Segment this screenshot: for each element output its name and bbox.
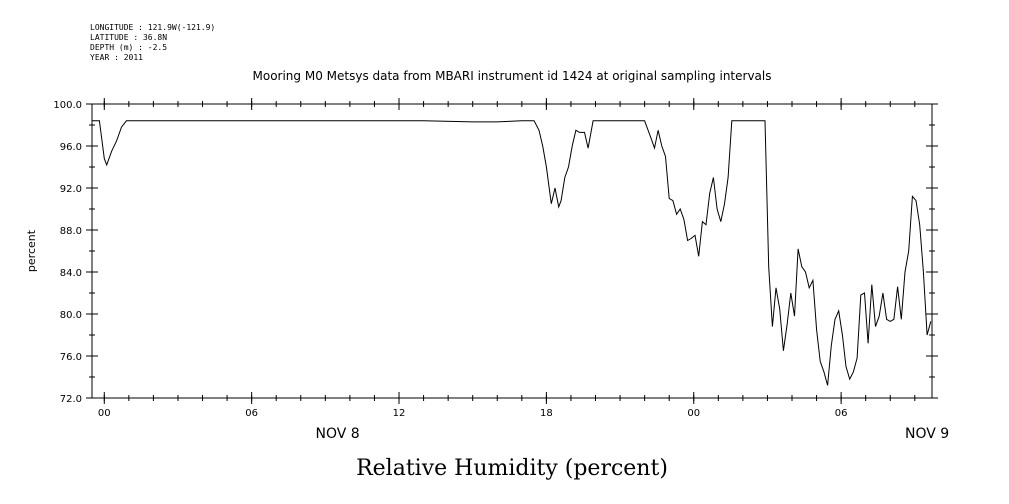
plot-frame [91,103,933,399]
depth-text: DEPTH (m) : -2.5 [90,43,167,52]
y-axis-label: percent [25,229,38,272]
y-tick-label: 76.0 [60,352,82,363]
x-tick-label: 00 [98,408,111,419]
y-tick-label: 80.0 [60,310,82,321]
longitude-text: LONGITUDE : 121.9W(-121.9) [90,23,215,32]
latitude-text: LATITUDE : 36.8N [90,33,167,42]
series-line [92,120,932,386]
y-axis-ticks: 72.0 76.0 80.0 84.0 88.0 92.0 96.0 100.0 [53,100,938,405]
y-tick-label: 96.0 [60,142,82,153]
chart-title: Mooring M0 Metsys data from MBARI instru… [253,69,772,83]
date-label: NOV 9 [905,426,949,442]
x-tick-label: 06 [245,408,258,419]
y-tick-label: 92.0 [60,184,82,195]
x-tick-label: 00 [687,408,700,419]
y-tick-label: 88.0 [60,226,82,237]
y-tick-label: 100.0 [53,100,82,111]
year-text: YEAR : 2011 [90,53,143,62]
x-tick-label: 06 [835,408,848,419]
header-info: LONGITUDE : 121.9W(-121.9) LATITUDE : 36… [90,23,215,62]
series-group [92,120,932,386]
y-tick-label: 84.0 [60,268,82,279]
date-label: NOV 8 [316,426,360,442]
x-tick-label: 18 [540,408,553,419]
x-axis-ticks: 00 06 12 18 00 06 [98,98,916,419]
x-tick-label: 12 [393,408,406,419]
x-axis-date-labels: NOV 8 NOV 9 [316,426,950,442]
x-axis-label: Relative Humidity (percent) [356,456,668,481]
y-tick-label: 72.0 [60,394,82,405]
